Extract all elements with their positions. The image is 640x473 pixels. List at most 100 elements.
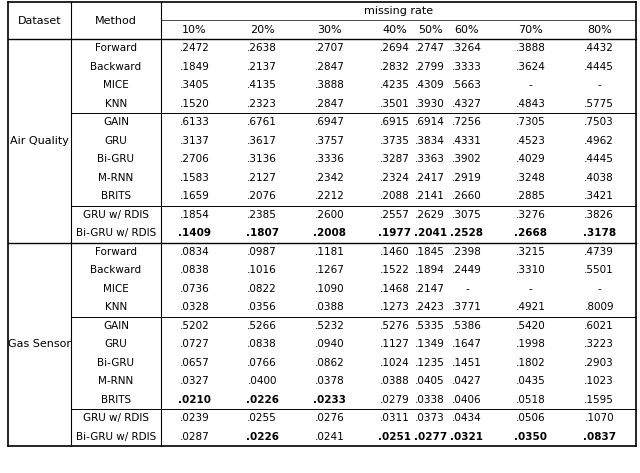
Text: .4445: .4445 — [584, 154, 614, 164]
Text: .3264: .3264 — [452, 43, 482, 53]
Text: 70%: 70% — [518, 25, 543, 35]
Text: .1807: .1807 — [246, 228, 278, 238]
Text: .2903: .2903 — [584, 358, 614, 368]
Text: .2847: .2847 — [315, 99, 345, 109]
Text: .2638: .2638 — [247, 43, 277, 53]
Text: Dataset: Dataset — [17, 16, 61, 26]
Text: BRITS: BRITS — [101, 395, 131, 405]
Text: .3930: .3930 — [415, 99, 445, 109]
Text: .3075: .3075 — [452, 210, 482, 220]
Text: .1127: .1127 — [380, 339, 410, 349]
Text: .5501: .5501 — [584, 265, 614, 275]
Text: .0434: .0434 — [452, 413, 482, 423]
Text: .0287: .0287 — [180, 432, 209, 442]
Text: .3215: .3215 — [516, 247, 545, 257]
Text: .0276: .0276 — [315, 413, 344, 423]
Text: .0766: .0766 — [247, 358, 277, 368]
Text: MICE: MICE — [103, 80, 129, 90]
Text: .0435: .0435 — [516, 376, 545, 386]
Text: M-RNN: M-RNN — [99, 173, 134, 183]
Text: .0255: .0255 — [247, 413, 277, 423]
Text: .6914: .6914 — [415, 117, 445, 127]
Text: .3888: .3888 — [516, 43, 545, 53]
Text: Method: Method — [95, 16, 137, 26]
Text: .2323: .2323 — [247, 99, 277, 109]
Text: .6021: .6021 — [584, 321, 614, 331]
Text: .2799: .2799 — [415, 62, 445, 72]
Text: .3223: .3223 — [584, 339, 614, 349]
Text: 40%: 40% — [382, 25, 407, 35]
Text: .1267: .1267 — [315, 265, 345, 275]
Text: .4523: .4523 — [516, 136, 545, 146]
Text: .3888: .3888 — [315, 80, 345, 90]
Text: .1349: .1349 — [415, 339, 445, 349]
Text: .3421: .3421 — [584, 191, 614, 201]
Text: .1849: .1849 — [180, 62, 209, 72]
Text: .0427: .0427 — [452, 376, 482, 386]
Text: .5335: .5335 — [415, 321, 445, 331]
Text: .1024: .1024 — [380, 358, 409, 368]
Text: GRU w/ RDIS: GRU w/ RDIS — [83, 413, 149, 423]
Text: .3617: .3617 — [247, 136, 277, 146]
Text: .1977: .1977 — [378, 228, 411, 238]
Text: .0373: .0373 — [415, 413, 445, 423]
Text: .4135: .4135 — [247, 80, 277, 90]
Text: Gas Sensor: Gas Sensor — [8, 339, 71, 349]
Text: .4962: .4962 — [584, 136, 614, 146]
Text: GRU: GRU — [104, 136, 127, 146]
Text: .0987: .0987 — [247, 247, 277, 257]
Text: .1468: .1468 — [380, 284, 410, 294]
Text: .0239: .0239 — [180, 413, 209, 423]
Text: .2212: .2212 — [315, 191, 345, 201]
Text: .2088: .2088 — [380, 191, 409, 201]
Text: .1460: .1460 — [380, 247, 409, 257]
Text: .2398: .2398 — [452, 247, 482, 257]
Text: 60%: 60% — [454, 25, 479, 35]
Text: Bi-GRU w/ RDIS: Bi-GRU w/ RDIS — [76, 228, 156, 238]
Text: .4331: .4331 — [452, 136, 482, 146]
Text: .4739: .4739 — [584, 247, 614, 257]
Text: .1583: .1583 — [180, 173, 209, 183]
Text: .4327: .4327 — [452, 99, 482, 109]
Text: .0378: .0378 — [315, 376, 344, 386]
Text: MICE: MICE — [103, 284, 129, 294]
Text: .1595: .1595 — [584, 395, 614, 405]
Text: .3405: .3405 — [180, 80, 209, 90]
Text: .0727: .0727 — [180, 339, 209, 349]
Text: .3834: .3834 — [415, 136, 445, 146]
Text: .1894: .1894 — [415, 265, 445, 275]
Text: GAIN: GAIN — [103, 117, 129, 127]
Text: missing rate: missing rate — [364, 6, 433, 16]
Text: .3757: .3757 — [315, 136, 345, 146]
Text: Forward: Forward — [95, 247, 137, 257]
Text: BRITS: BRITS — [101, 191, 131, 201]
Text: .7305: .7305 — [516, 117, 545, 127]
Text: .3826: .3826 — [584, 210, 614, 220]
Text: .2660: .2660 — [452, 191, 482, 201]
Text: .5202: .5202 — [180, 321, 209, 331]
Text: .1520: .1520 — [180, 99, 209, 109]
Text: .1647: .1647 — [452, 339, 482, 349]
Text: 30%: 30% — [317, 25, 342, 35]
Text: M-RNN: M-RNN — [99, 376, 134, 386]
Text: .3336: .3336 — [315, 154, 345, 164]
Text: .0405: .0405 — [415, 376, 445, 386]
Text: .3136: .3136 — [247, 154, 277, 164]
Text: .4445: .4445 — [584, 62, 614, 72]
Text: .0657: .0657 — [180, 358, 209, 368]
Text: .3501: .3501 — [380, 99, 409, 109]
Text: .0226: .0226 — [246, 395, 278, 405]
Text: .0940: .0940 — [315, 339, 344, 349]
Text: .2919: .2919 — [452, 173, 482, 183]
Text: Bi-GRU: Bi-GRU — [97, 358, 134, 368]
Text: .0356: .0356 — [247, 302, 277, 312]
Text: .1451: .1451 — [452, 358, 482, 368]
Text: .4235: .4235 — [380, 80, 410, 90]
Text: KNN: KNN — [105, 99, 127, 109]
Text: .0822: .0822 — [247, 284, 277, 294]
Text: Forward: Forward — [95, 43, 137, 53]
Text: .0862: .0862 — [315, 358, 344, 368]
Text: .2147: .2147 — [415, 284, 445, 294]
Text: .5775: .5775 — [584, 99, 614, 109]
Text: Backward: Backward — [90, 265, 141, 275]
